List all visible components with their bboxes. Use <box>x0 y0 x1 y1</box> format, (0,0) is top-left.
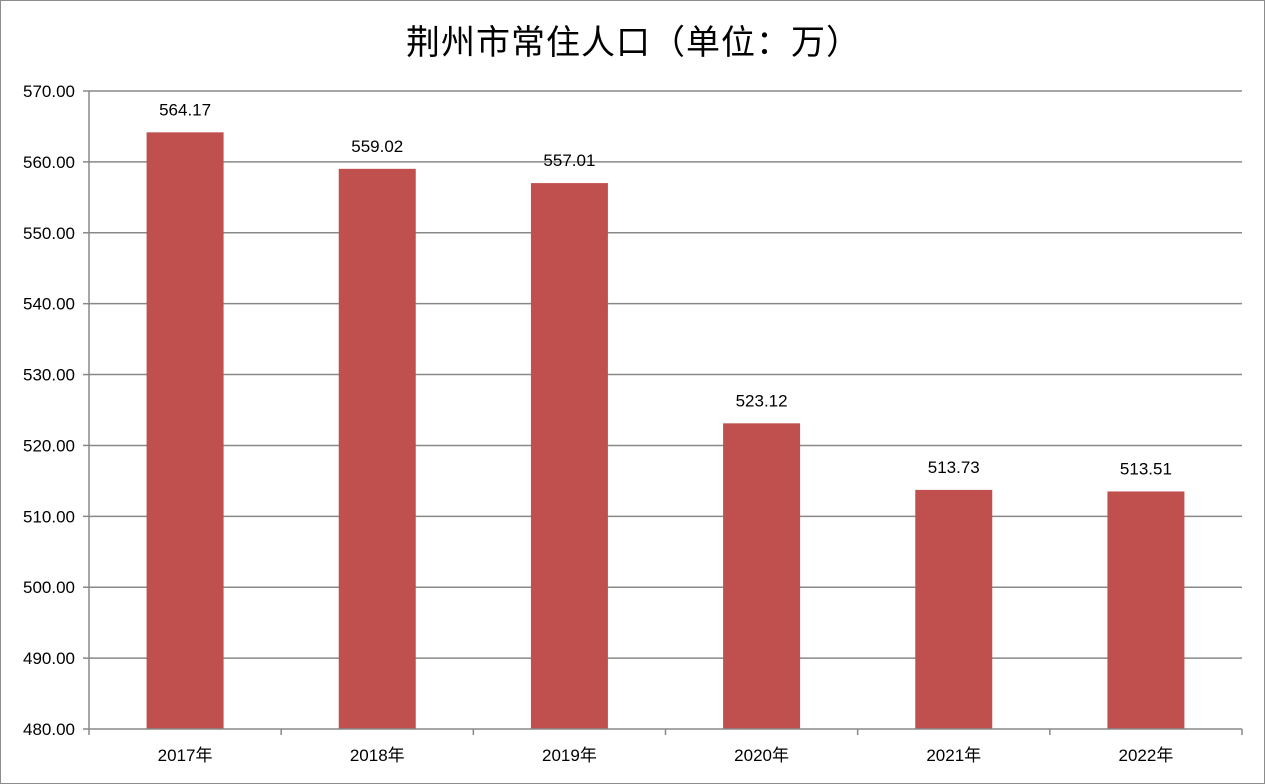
y-tick-label: 570.00 <box>23 82 75 101</box>
bar <box>915 489 993 729</box>
y-tick-label: 520.00 <box>23 436 75 455</box>
y-tick-label: 480.00 <box>23 720 75 739</box>
data-label: 564.17 <box>159 100 211 119</box>
bar <box>338 168 416 729</box>
y-tick-label: 550.00 <box>23 224 75 243</box>
y-tick-label: 490.00 <box>23 649 75 668</box>
data-label: 513.51 <box>1120 459 1172 478</box>
y-tick-label: 540.00 <box>23 295 75 314</box>
x-tick-label: 2018年 <box>350 746 405 765</box>
data-label: 513.73 <box>928 458 980 477</box>
y-tick-label: 500.00 <box>23 578 75 597</box>
labels: 480.00 490.00 500.00 510.00 520.00 530.00 540.… <box>23 82 1173 765</box>
bar <box>530 183 608 730</box>
x-tick-label: 2017年 <box>158 746 213 765</box>
gridlines <box>89 90 1242 659</box>
axes <box>83 90 1243 735</box>
x-tick-label: 2020年 <box>734 746 789 765</box>
chart-title: 荆州市常住人口（单位：万） <box>406 23 861 63</box>
y-tick-label: 530.00 <box>23 366 75 385</box>
bar <box>723 423 801 729</box>
y-tick-label: 560.00 <box>23 153 75 172</box>
x-tick-label: 2021年 <box>926 746 981 765</box>
x-tick-label: 2019年 <box>542 746 597 765</box>
y-tick-label: 510.00 <box>23 507 75 526</box>
data-label: 559.02 <box>351 137 403 156</box>
x-tick-label: 2022年 <box>1119 746 1174 765</box>
bar <box>146 132 224 729</box>
data-label: 523.12 <box>736 391 788 410</box>
data-label: 557.01 <box>543 151 595 170</box>
bars <box>146 132 1185 730</box>
bar <box>1107 491 1185 729</box>
